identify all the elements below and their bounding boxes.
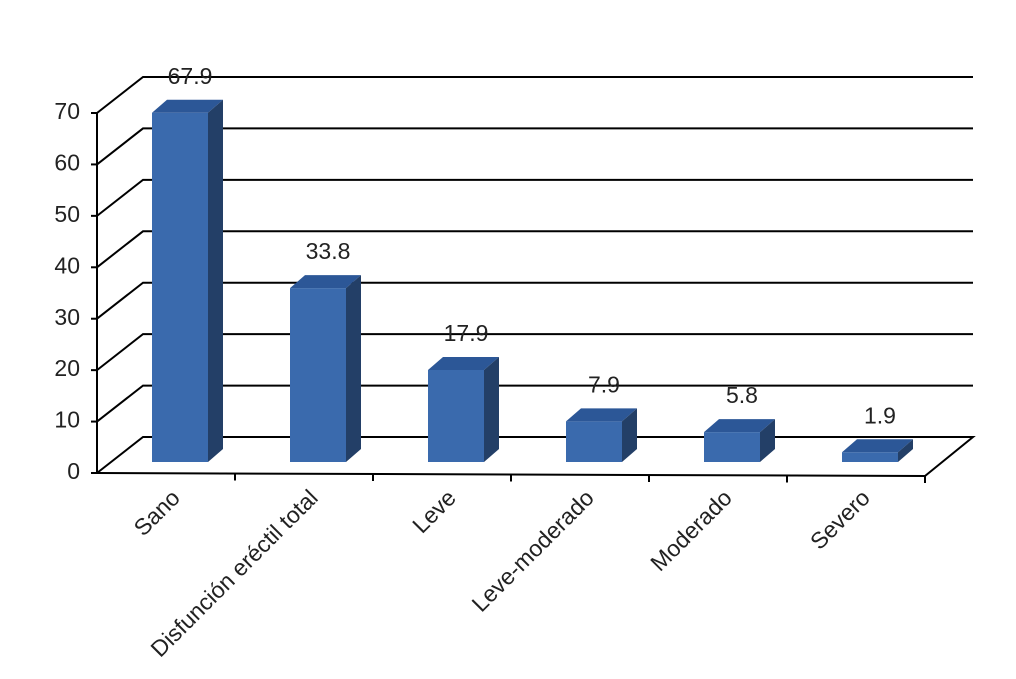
grid-line (96, 178, 973, 217)
y-tick-label: 60 (54, 150, 80, 176)
bar-side (760, 419, 775, 462)
y-tick-label: 70 (54, 98, 80, 124)
bar-front (566, 421, 622, 462)
bar-top (290, 275, 361, 289)
bar (704, 419, 775, 462)
y-tick-label: 0 (67, 458, 80, 484)
y-tick-label: 10 (54, 407, 80, 433)
floor (96, 436, 976, 477)
grid-line (96, 76, 973, 114)
bar-front (290, 288, 346, 462)
bar (152, 99, 223, 463)
value-label: 1.9 (864, 402, 896, 428)
grid-line (96, 281, 973, 320)
x-tick-label: Severo (805, 484, 875, 554)
grid-line (96, 333, 973, 371)
bar (566, 408, 637, 462)
x-tick-label: Leve-moderado (467, 484, 599, 616)
x-tick-label: Moderado (645, 484, 737, 576)
bar (842, 439, 913, 462)
bar-top (566, 408, 637, 422)
bar-top (428, 356, 499, 370)
bar-side (484, 356, 499, 462)
bar-side (346, 275, 361, 462)
y-tick-label: 50 (54, 201, 80, 227)
bar-side (622, 408, 637, 462)
y-tick-label: 20 (54, 355, 80, 381)
bar-front (152, 112, 208, 463)
value-label: 33.8 (306, 238, 351, 264)
bar-top (842, 439, 913, 453)
bar-front (704, 432, 760, 462)
bar-side (208, 99, 223, 463)
value-label: 67.9 (168, 63, 213, 89)
bar-top (704, 419, 775, 433)
x-tick-label: Leve (407, 484, 461, 538)
value-label: 17.9 (444, 320, 489, 346)
value-label: 5.8 (726, 382, 758, 408)
y-tick-label: 40 (54, 252, 80, 278)
bar-top (152, 99, 223, 113)
x-tick-label: Sano (128, 484, 184, 540)
value-label: 7.9 (588, 371, 620, 397)
bar-front (842, 452, 898, 462)
bar (290, 275, 361, 462)
bar-side (898, 439, 913, 462)
y-tick-label: 30 (54, 304, 80, 330)
grid-line (96, 127, 973, 166)
bar (428, 356, 499, 462)
grid-line (96, 230, 973, 269)
grid-line (96, 384, 973, 423)
bar-front (428, 369, 484, 462)
